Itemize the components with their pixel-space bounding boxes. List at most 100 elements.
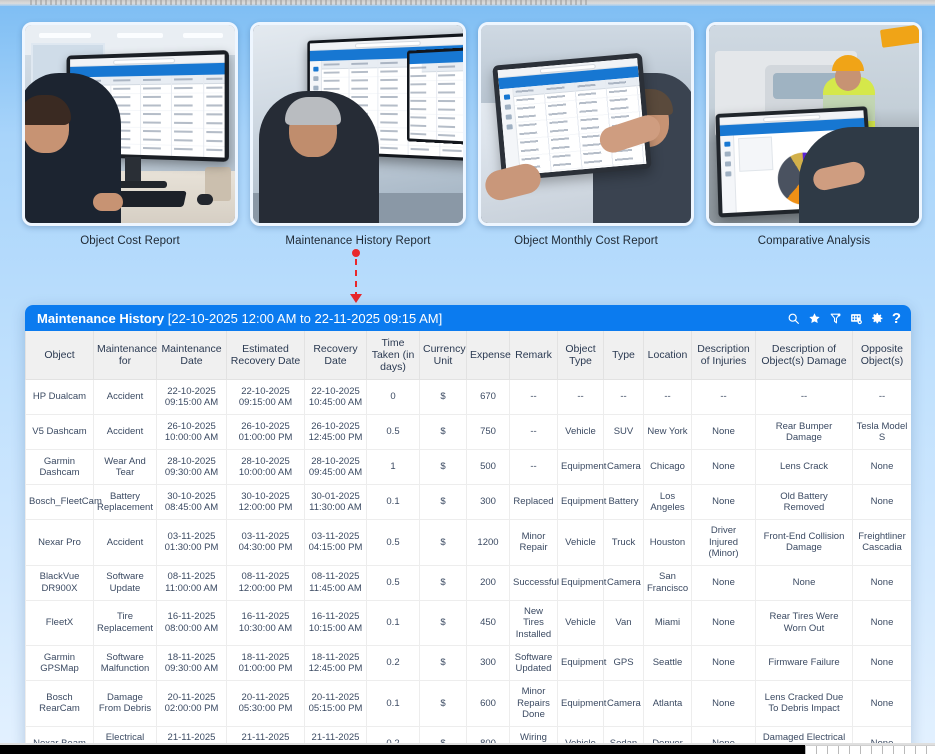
table-cell: -- [557, 379, 604, 415]
favorite-star-icon[interactable] [808, 312, 821, 325]
table-cell: Wear And Tear [93, 449, 157, 485]
table-row[interactable]: Nexar Pro Accident 03-11-2025 01:30:00 PM 0… [25, 519, 911, 566]
help-icon[interactable]: ? [891, 309, 901, 327]
table-cell: -- [643, 379, 692, 415]
table-col-header[interactable]: Time Taken (in days) [366, 331, 420, 380]
grid-settings-icon[interactable] [850, 312, 863, 325]
search-icon[interactable] [787, 312, 800, 325]
table-row[interactable]: Bosch_FleetCam Battery Replacement 30-10-2… [25, 484, 911, 520]
table-cell: Chicago [643, 449, 692, 485]
table-cell: Software Malfunction [93, 645, 157, 681]
table-cell: None [755, 564, 853, 601]
table-cell: -- [509, 414, 558, 450]
table-col-header[interactable]: Opposite Object(s) [852, 331, 911, 380]
table-col-header[interactable]: Description of Injuries [691, 331, 756, 380]
table-body: HP Dualcam Accident 22-10-2025 09:15:00 AM… [25, 379, 911, 754]
table-cell: -- [509, 449, 558, 485]
table-col-header[interactable]: Object [25, 331, 94, 380]
thumbnail-card-object-monthly-cost-report[interactable]: Object Monthly Cost Report [478, 22, 694, 247]
table-cell: Freightliner Cascadia [852, 519, 911, 566]
table-cell: Los Angeles [643, 484, 692, 520]
table-cell: None [852, 645, 911, 681]
table-col-header[interactable]: Location [643, 331, 692, 380]
table-cell: None [691, 564, 756, 601]
maintenance-history-panel: Maintenance History [22-10-2025 12:00 AM… [25, 305, 911, 754]
thumbnail-image-comparative-analysis[interactable] [706, 22, 922, 226]
table-cell: Rear Tires Were Worn Out [755, 599, 853, 646]
thumbnail-caption: Maintenance History Report [285, 235, 431, 247]
table-cell: Driver Injured (Minor) [691, 519, 756, 566]
table-col-header[interactable]: Object Type [557, 331, 604, 380]
top-edge-strip [0, 0, 935, 6]
table-cell: Minor Repair [509, 519, 558, 566]
table-cell: HP Dualcam [25, 379, 94, 415]
table-cell: $ [419, 414, 467, 450]
table-cell: Atlanta [643, 680, 692, 727]
table-cell: Van [603, 599, 644, 646]
table-row[interactable]: Bosch RearCam Damage From Debris 20-11-202… [25, 680, 911, 727]
thumbnail-caption: Comparative Analysis [757, 235, 871, 247]
table-col-header[interactable]: Maintenance Date [156, 331, 227, 380]
panel-toolbar: ? [787, 311, 901, 326]
table-col-header[interactable]: Recovery Date [304, 331, 367, 380]
table-cell: 200 [466, 564, 510, 601]
table-row[interactable]: Garmin Dashcam Wear And Tear 28-10-2025 09… [25, 449, 911, 485]
table-cell: 670 [466, 379, 510, 415]
table-cell: Software Updated [509, 645, 558, 681]
table-cell: 18-11-2025 12:45:00 PM [304, 645, 367, 681]
table-col-header[interactable]: Expense [466, 331, 511, 380]
table-cell: 20-11-2025 05:15:00 PM [304, 680, 367, 727]
table-cell: Equipment [557, 645, 606, 681]
table-cell: Accident [93, 414, 157, 450]
thumbnail-card-maintenance-history-report[interactable]: Maintenance History Report [250, 22, 466, 247]
table-col-header[interactable]: Type [603, 331, 644, 380]
table-cell: Camera [603, 564, 644, 601]
thumbnail-image-object-monthly-cost-report[interactable] [478, 22, 694, 226]
thumbnail-card-comparative-analysis[interactable]: Comparative Analysis [706, 22, 922, 247]
table-col-header[interactable]: Estimated Recovery Date [226, 331, 305, 380]
filter-pin-icon[interactable] [829, 312, 842, 325]
table-cell: Equipment [557, 680, 606, 727]
table-cell: 08-11-2025 11:00:00 AM [156, 564, 227, 601]
thumbnail-image-object-cost-report[interactable] [22, 22, 238, 226]
table-cell: Camera [603, 680, 644, 727]
tablet-screen [492, 52, 652, 182]
thumbnail-card-object-cost-report[interactable]: Object Cost Report [22, 22, 238, 247]
thumbnail-image-maintenance-history-report[interactable] [250, 22, 466, 226]
table-row[interactable]: V5 Dashcam Accident 26-10-2025 10:00:00 AM… [25, 414, 911, 450]
table-cell: $ [419, 645, 467, 681]
table-col-header[interactable]: Maintenance for [93, 331, 157, 380]
table-cell: 03-11-2025 04:15:00 PM [304, 519, 367, 566]
callout-connector-arrow [349, 249, 363, 307]
table-row[interactable]: Garmin GPSMap Software Malfunction 18-11-2… [25, 645, 911, 681]
table-cell: New Tires Installed [509, 599, 558, 646]
maintenance-history-table: Object Maintenance for Maintenance Date Est… [25, 331, 911, 754]
table-cell: None [691, 414, 756, 450]
table-cell: 0.1 [366, 484, 420, 520]
table-cell: 750 [466, 414, 510, 450]
gear-icon[interactable] [871, 312, 884, 325]
table-col-header[interactable]: Description of Object(s) Damage [755, 331, 853, 380]
table-cell: Vehicle [557, 519, 604, 566]
table-cell: Bosch RearCam [25, 680, 94, 727]
report-thumbnail-strip: Object Cost Report [0, 22, 935, 247]
table-cell: None [691, 645, 756, 681]
table-cell: 30-01-2025 11:30:00 AM [304, 484, 367, 520]
table-cell: 30-10-2025 12:00:00 PM [226, 484, 305, 520]
table-cell: $ [419, 680, 467, 727]
table-cell: None [691, 484, 756, 520]
table-cell: None [691, 449, 756, 485]
table-cell: Software Update [93, 564, 157, 601]
table-row[interactable]: HP Dualcam Accident 22-10-2025 09:15:00 AM… [25, 379, 911, 415]
table-row[interactable]: FleetX Tire Replacement 16-11-2025 08:00:0… [25, 599, 911, 646]
table-cell: 1200 [466, 519, 510, 566]
thumbnail-caption: Object Cost Report [80, 235, 180, 247]
table-row[interactable]: BlackVue DR900X Software Update 08-11-2025… [25, 564, 911, 601]
table-col-header[interactable]: Remark [509, 331, 558, 380]
table-cell: None [852, 484, 911, 520]
table-cell: Battery [603, 484, 644, 520]
table-cell: 18-11-2025 01:00:00 PM [226, 645, 305, 681]
table-cell: 28-10-2025 10:00:00 AM [226, 449, 305, 485]
table-col-header[interactable]: Currency Unit [419, 331, 467, 380]
table-cell: 20-11-2025 02:00:00 PM [156, 680, 227, 727]
